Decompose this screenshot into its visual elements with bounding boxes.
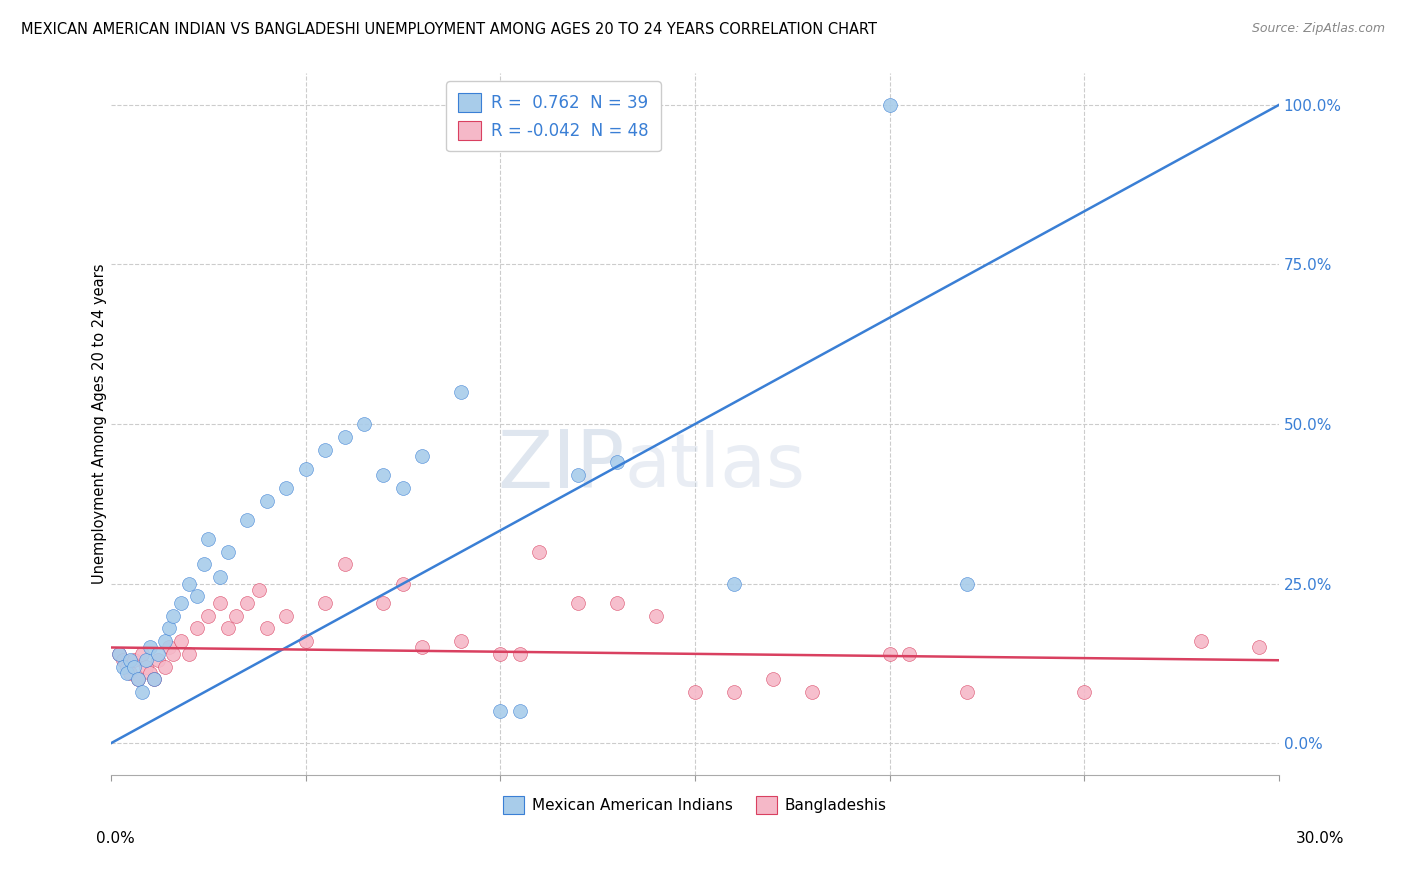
- Point: [567, 468, 589, 483]
- Point: [956, 576, 979, 591]
- Point: [157, 640, 180, 655]
- Point: [120, 653, 142, 667]
- Point: [276, 608, 298, 623]
- Point: [529, 545, 551, 559]
- Point: [186, 590, 208, 604]
- Point: [197, 532, 219, 546]
- Point: [898, 647, 921, 661]
- Point: [373, 468, 395, 483]
- Point: [115, 659, 138, 673]
- Point: [294, 634, 316, 648]
- Point: [139, 665, 162, 680]
- Point: [236, 513, 259, 527]
- Text: 30.0%: 30.0%: [1296, 831, 1344, 846]
- Point: [683, 685, 706, 699]
- Point: [450, 634, 472, 648]
- Point: [162, 608, 184, 623]
- Legend: Mexican American Indians, Bangladeshis: Mexican American Indians, Bangladeshis: [496, 790, 893, 820]
- Point: [411, 640, 433, 655]
- Point: [333, 430, 356, 444]
- Point: [157, 621, 180, 635]
- Point: [142, 673, 165, 687]
- Text: atlas: atlas: [624, 430, 806, 503]
- Point: [217, 545, 239, 559]
- Point: [294, 462, 316, 476]
- Text: 0.0%: 0.0%: [96, 831, 135, 846]
- Point: [1249, 640, 1271, 655]
- Point: [392, 576, 415, 591]
- Point: [146, 647, 169, 661]
- Point: [208, 596, 231, 610]
- Point: [127, 673, 149, 687]
- Point: [193, 558, 215, 572]
- Point: [353, 417, 375, 431]
- Point: [509, 647, 531, 661]
- Point: [186, 621, 208, 635]
- Point: [956, 685, 979, 699]
- Text: MEXICAN AMERICAN INDIAN VS BANGLADESHI UNEMPLOYMENT AMONG AGES 20 TO 24 YEARS CO: MEXICAN AMERICAN INDIAN VS BANGLADESHI U…: [21, 22, 877, 37]
- Point: [177, 647, 200, 661]
- Point: [120, 665, 142, 680]
- Point: [411, 449, 433, 463]
- Point: [155, 634, 177, 648]
- Point: [146, 653, 169, 667]
- Point: [392, 481, 415, 495]
- Point: [208, 570, 231, 584]
- Point: [256, 621, 278, 635]
- Point: [879, 647, 901, 661]
- Point: [489, 647, 512, 661]
- Point: [247, 582, 270, 597]
- Point: [314, 442, 336, 457]
- Point: [333, 558, 356, 572]
- Point: [217, 621, 239, 635]
- Point: [1189, 634, 1212, 648]
- Point: [225, 608, 247, 623]
- Point: [135, 659, 157, 673]
- Point: [162, 647, 184, 661]
- Point: [127, 673, 149, 687]
- Point: [107, 647, 129, 661]
- Point: [256, 493, 278, 508]
- Point: [170, 634, 193, 648]
- Point: [197, 608, 219, 623]
- Point: [135, 653, 157, 667]
- Point: [155, 659, 177, 673]
- Text: Source: ZipAtlas.com: Source: ZipAtlas.com: [1251, 22, 1385, 36]
- Point: [142, 673, 165, 687]
- Point: [131, 647, 153, 661]
- Point: [236, 596, 259, 610]
- Point: [762, 673, 785, 687]
- Point: [879, 98, 901, 112]
- Point: [139, 640, 162, 655]
- Point: [723, 576, 745, 591]
- Point: [276, 481, 298, 495]
- Point: [450, 385, 472, 400]
- Point: [107, 647, 129, 661]
- Point: [170, 596, 193, 610]
- Point: [111, 653, 134, 667]
- Point: [314, 596, 336, 610]
- Point: [800, 685, 823, 699]
- Point: [567, 596, 589, 610]
- Point: [177, 576, 200, 591]
- Point: [723, 685, 745, 699]
- Y-axis label: Unemployment Among Ages 20 to 24 years: Unemployment Among Ages 20 to 24 years: [93, 264, 107, 584]
- Point: [111, 659, 134, 673]
- Text: ZIP: ZIP: [498, 427, 624, 505]
- Point: [606, 596, 628, 610]
- Point: [124, 653, 146, 667]
- Point: [131, 685, 153, 699]
- Point: [1073, 685, 1095, 699]
- Point: [124, 659, 146, 673]
- Point: [489, 704, 512, 718]
- Point: [509, 704, 531, 718]
- Point: [115, 665, 138, 680]
- Point: [606, 455, 628, 469]
- Point: [373, 596, 395, 610]
- Point: [645, 608, 668, 623]
